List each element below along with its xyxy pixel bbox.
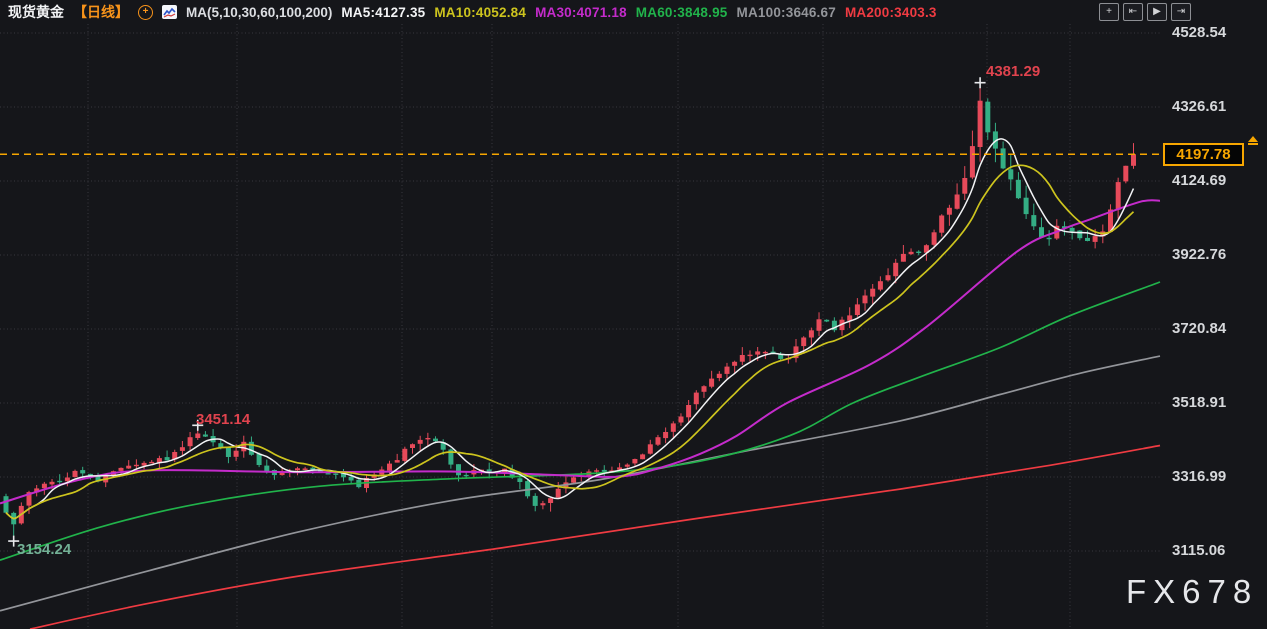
snap-left-icon[interactable]: ⇤ (1123, 3, 1143, 21)
ma200-value: MA200:3403.3 (844, 4, 937, 20)
ma-line-ma100 (0, 355, 1161, 612)
axis-tick-label: 4528.54 (1172, 24, 1227, 41)
ma5-value: MA5:4127.35 (341, 4, 426, 20)
chart-toolbar: + ⇤ ▶ ⇥ (1099, 3, 1191, 21)
price-annotation: 4381.29 (986, 63, 1041, 80)
ma-line-ma60 (0, 281, 1161, 561)
ma-line-ma10 (5, 164, 1135, 520)
axis-tick-label: 3720.84 (1172, 320, 1227, 337)
price-annotation: 3154.24 (17, 541, 72, 558)
current-price-label: 4197.78 (1163, 143, 1244, 166)
axis-tick-label: 4124.69 (1172, 172, 1227, 189)
axis-tick-label: 4326.61 (1172, 98, 1227, 115)
arrow-triangle (1248, 136, 1258, 142)
snap-right-icon[interactable]: ⇥ (1171, 3, 1191, 21)
price-annotation: 3451.14 (196, 411, 251, 428)
timeframe-label[interactable]: 【日线】 (73, 4, 129, 20)
ma60-value: MA60:3848.95 (635, 4, 728, 20)
brand-watermark: FX678 (1126, 573, 1259, 610)
move-chart-icon[interactable]: + (1099, 3, 1119, 21)
extreme-cross-marker (192, 419, 204, 431)
axis-tick-label: 3316.99 (1172, 468, 1227, 485)
chart-type-icon[interactable] (162, 5, 177, 19)
axis-tick-label: 3518.91 (1172, 394, 1227, 411)
add-indicator-icon[interactable]: + (138, 4, 153, 20)
auto-play-icon[interactable]: ▶ (1147, 3, 1167, 21)
chart-header: 现货黄金 【日线】 + MA(5,10,30,60,100,200) MA5:4… (0, 0, 1267, 24)
ma-line-ma30 (0, 199, 1161, 505)
extreme-cross-marker (974, 77, 986, 89)
ma-line-ma200 (29, 444, 1161, 629)
mini-line-chart-glyph (163, 7, 176, 18)
ma-line-ma5 (5, 138, 1135, 520)
axis-tick-label: 3115.06 (1172, 542, 1226, 559)
price-alert-arrow-icon[interactable] (1248, 136, 1258, 145)
arrow-base (1248, 143, 1258, 145)
extreme-cross-marker (8, 535, 20, 547)
ma30-value: MA30:4071.18 (535, 4, 627, 20)
symbol-name[interactable]: 现货黄金 (8, 4, 64, 20)
axis-tick-label: 3922.76 (1172, 246, 1227, 263)
ma-config-label: MA(5,10,30,60,100,200) (186, 4, 333, 20)
ma100-value: MA100:3646.67 (736, 4, 836, 20)
ma10-value: MA10:4052.84 (434, 4, 527, 20)
